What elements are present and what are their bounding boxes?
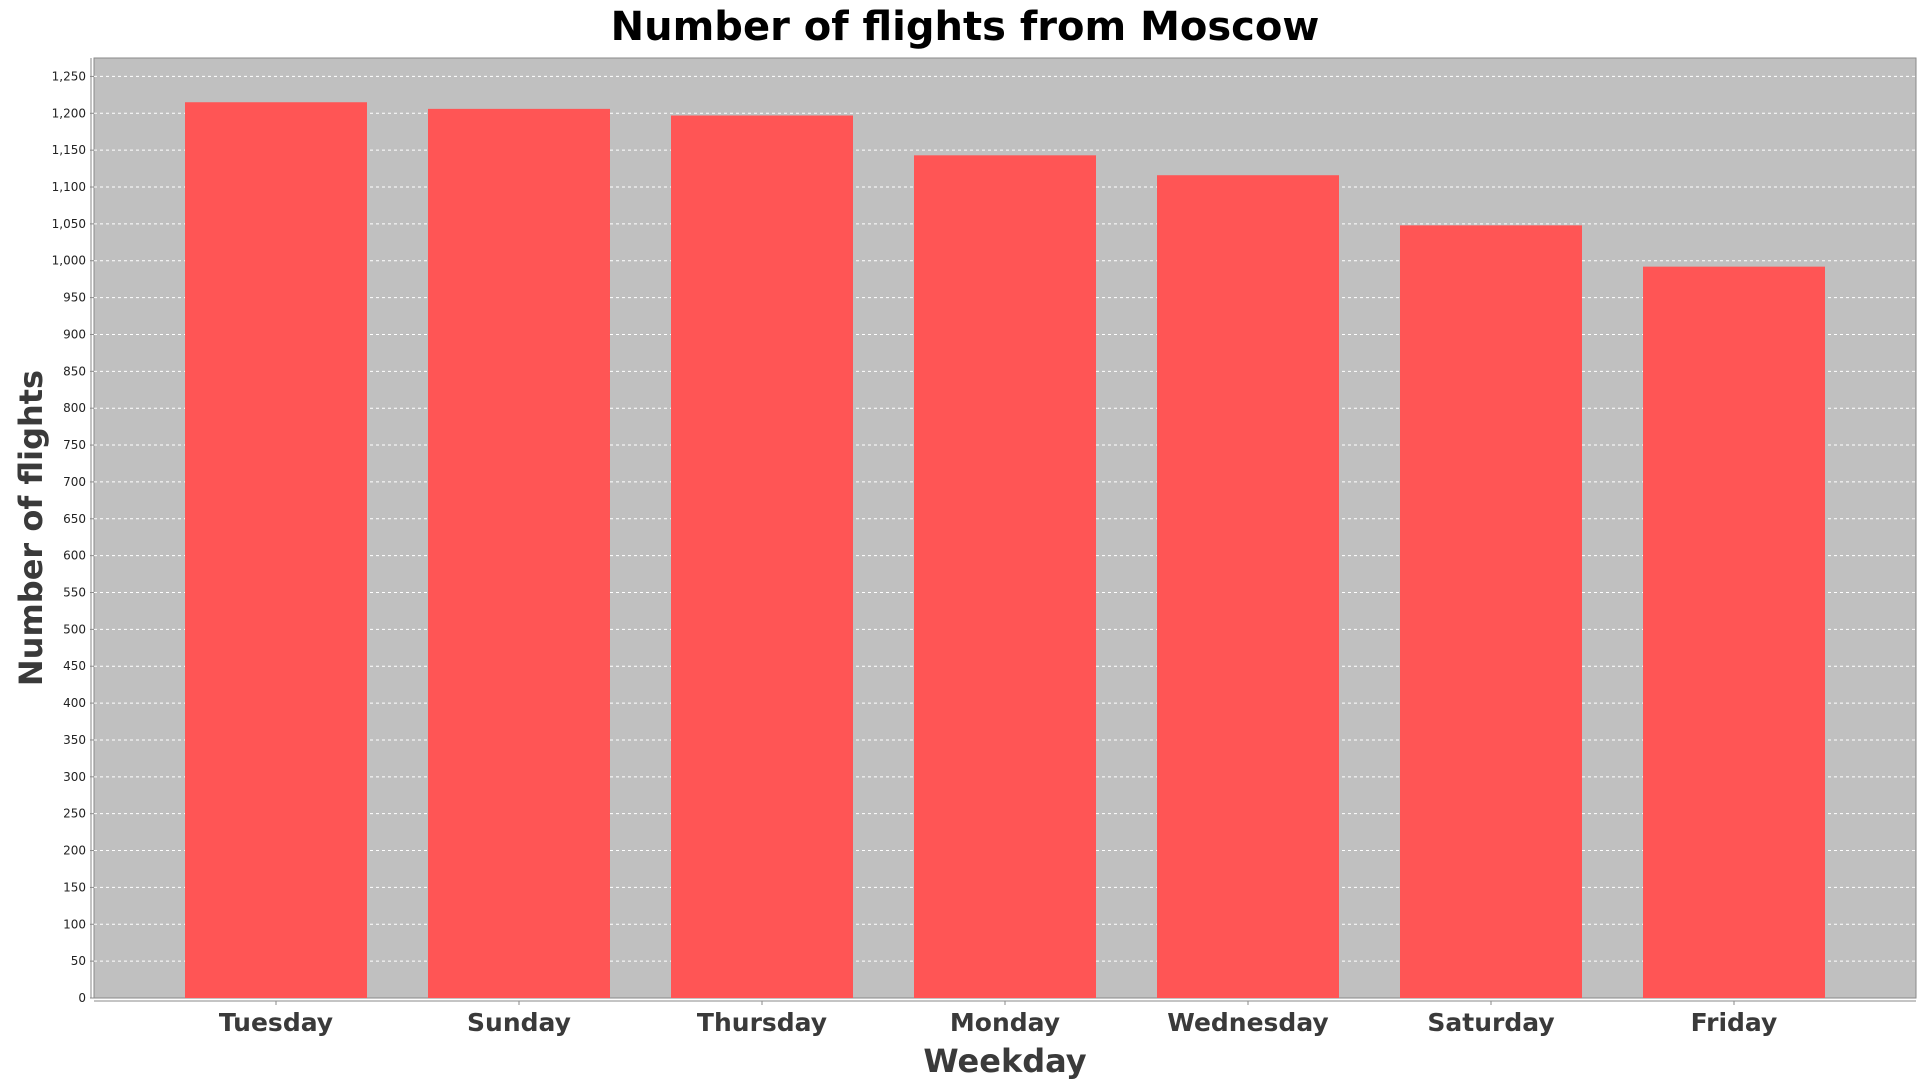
y-tick-label: 100: [63, 917, 86, 931]
y-tick-label: 1,250: [52, 69, 86, 83]
x-tick-label: Wednesday: [1167, 1008, 1328, 1037]
chart-title: Number of flights from Moscow: [611, 4, 1320, 50]
y-tick-label: 900: [63, 327, 86, 341]
y-tick-label: 800: [63, 401, 86, 415]
y-tick-label: 950: [63, 291, 86, 305]
x-tick-label: Saturday: [1427, 1008, 1554, 1037]
y-tick-label: 550: [63, 586, 86, 600]
y-tick-label: 750: [63, 438, 86, 452]
x-tick-label: Monday: [950, 1008, 1060, 1037]
bar-friday: [1643, 266, 1825, 998]
bar-monday: [914, 155, 1096, 999]
y-tick-label: 300: [63, 770, 86, 784]
y-tick-label: 650: [63, 512, 86, 526]
y-axis: 0 50 100 150 200 250 300 350 400 450 500 550 600 650 7…: [52, 58, 94, 1005]
x-tick-label: Thursday: [697, 1008, 827, 1037]
bar-saturday: [1400, 225, 1582, 998]
y-tick-label: 350: [63, 733, 86, 747]
y-tick-label: 850: [63, 364, 86, 378]
x-axis: Tuesday Sunday Thursday Monday Wednesday Satu…: [94, 1000, 1916, 1037]
x-axis-title: Weekday: [923, 1042, 1086, 1080]
y-tick-label: 400: [63, 696, 86, 710]
y-tick-label: 600: [63, 549, 86, 563]
y-tick-label: 450: [63, 659, 86, 673]
y-tick-label: 500: [63, 622, 86, 636]
bar-tuesday: [185, 102, 367, 998]
bars: [185, 102, 1825, 999]
y-tick-label: 150: [63, 880, 86, 894]
x-tick-label: Tuesday: [219, 1008, 333, 1037]
y-tick-label: 1,000: [52, 254, 86, 268]
y-tick-label: 250: [63, 807, 86, 821]
bar-sunday: [428, 108, 610, 998]
grid-lines: [94, 75, 1916, 962]
bar-thursday: [671, 115, 853, 999]
x-tick-label: Sunday: [467, 1008, 571, 1037]
y-axis-title: Number of flights: [12, 370, 50, 686]
y-tick-label: 700: [63, 475, 86, 489]
y-tick-label: 50: [71, 954, 86, 968]
y-tick-label: 1,050: [52, 217, 86, 231]
x-tick-label: Friday: [1691, 1008, 1778, 1037]
y-tick-label: 0: [78, 991, 86, 1005]
y-tick-label: 1,100: [52, 180, 86, 194]
y-tick-label: 200: [63, 844, 86, 858]
bar-wednesday: [1157, 175, 1339, 999]
y-tick-label: 1,150: [52, 143, 86, 157]
y-tick-label: 1,200: [52, 106, 86, 120]
